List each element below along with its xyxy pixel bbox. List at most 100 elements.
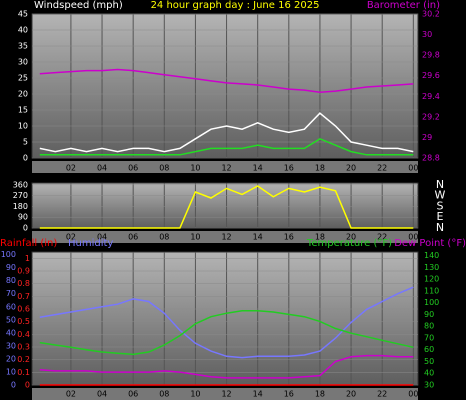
plot-area (31, 251, 419, 386)
y3-tick-label: 90 (6, 263, 16, 272)
y2-tick-label: N (436, 221, 444, 234)
series-line (39, 112, 414, 153)
legend-label: Rainfall (in) (0, 238, 57, 249)
y2-tick-label: 29.8 (422, 51, 440, 60)
y-tick-label: 30 (18, 58, 28, 67)
y-tick-label: 45 (18, 10, 28, 19)
x-tick-label: 16 (284, 233, 294, 242)
x-tick-label: 22 (377, 390, 387, 399)
y3-tick-label: 20 (6, 354, 16, 363)
y-tick-label: 0.2 (17, 355, 30, 364)
y-tick-label: 0.1 (17, 368, 30, 377)
y2-tick-label: 30.2 (422, 10, 440, 19)
x-tick-label: 04 (97, 164, 107, 173)
x-tick-label: 06 (128, 164, 138, 173)
series-line (39, 286, 414, 359)
x-tick-label: 02 (66, 164, 76, 173)
y3-tick-label: 60 (6, 302, 16, 311)
x-label-strip (32, 161, 418, 173)
chart-title: 24 hour graph day : June 16 2025 (151, 0, 320, 11)
y-tick-label: 270 (13, 191, 28, 200)
series-line (39, 68, 414, 93)
y-tick-label: 360 (13, 180, 28, 189)
x-tick-label: 12 (221, 233, 231, 242)
series-line (39, 310, 414, 356)
y-tick-label: 0.3 (17, 343, 30, 352)
y-tick-label: 0.7 (17, 292, 30, 301)
y2-tick-label: N (436, 178, 444, 191)
y-tick-label: 35 (18, 42, 28, 51)
y2-tick-label: E (437, 210, 444, 223)
x-tick-label: 18 (315, 164, 325, 173)
y3-tick-label: 50 (6, 315, 16, 324)
x-tick-label: 12 (221, 390, 231, 399)
y3-tick-label: 10 (6, 367, 16, 376)
y3-tick-label: 30 (6, 341, 16, 350)
y2-tick-label: 80 (424, 322, 434, 331)
x-tick-label: 08 (159, 233, 169, 242)
series-line (39, 185, 414, 229)
plot-area (31, 182, 419, 229)
x-tick-label: 22 (377, 233, 387, 242)
y2-tick-label: 30 (424, 381, 434, 390)
x-tick-label: 14 (253, 164, 263, 173)
x-tick-label: 20 (346, 390, 356, 399)
y-tick-label: 5 (23, 138, 28, 147)
y2-tick-label: 120 (424, 275, 439, 284)
x-tick-label: 16 (284, 164, 294, 173)
y2-tick-label: W (435, 189, 446, 202)
y-axis-label: Windspeed (mph) (34, 0, 123, 11)
y3-tick-label: 40 (6, 328, 16, 337)
x-tick-label: 18 (315, 390, 325, 399)
x-label-strip (32, 231, 418, 243)
x-tick-label: 02 (66, 233, 76, 242)
y-tick-label: 0.8 (17, 279, 30, 288)
y3-tick-label: 70 (6, 289, 16, 298)
x-tick-label: 10 (190, 390, 200, 399)
x-tick-label: 08 (159, 164, 169, 173)
y2-tick-label: 28.8 (422, 154, 440, 163)
x-tick-label: 16 (284, 390, 294, 399)
y3-tick-label: 0 (11, 381, 16, 390)
x-tick-label: 14 (253, 390, 263, 399)
y2-tick-label: 29 (422, 133, 432, 142)
y-tick-label: 0.6 (17, 305, 30, 314)
series-line (39, 137, 414, 156)
legend-label: Dew Point (°F) (394, 238, 466, 249)
x-tick-label: 00 (408, 233, 418, 242)
x-tick-label: 08 (159, 390, 169, 399)
x-tick-label: 06 (128, 233, 138, 242)
plot-area (31, 13, 419, 159)
y-tick-label: 20 (18, 90, 28, 99)
y-tick-label: 0 (23, 224, 28, 233)
legend-label: Temperature (°F) (306, 238, 392, 249)
y2-tick-label: 60 (424, 345, 434, 354)
y2-tick-label: 30 (422, 30, 432, 39)
y2-tick-label: 29.2 (422, 112, 440, 121)
x-tick-label: 12 (221, 164, 231, 173)
x-tick-label: 04 (97, 233, 107, 242)
x-label-strip (32, 388, 418, 400)
x-tick-label: 00 (408, 390, 418, 399)
x-tick-label: 10 (190, 164, 200, 173)
x-tick-label: 18 (315, 233, 325, 242)
y-tick-label: 15 (18, 106, 28, 115)
y-tick-label: 180 (13, 202, 28, 211)
y2-tick-label: 90 (424, 310, 434, 319)
legend-label: Humidity (68, 238, 113, 249)
y2-tick-label: 100 (424, 298, 439, 307)
y-tick-label: 0.4 (17, 330, 30, 339)
x-tick-label: 22 (377, 164, 387, 173)
y2-tick-label: 140 (424, 251, 439, 260)
y-tick-label: 90 (18, 213, 28, 222)
y-tick-label: 0.5 (17, 317, 30, 326)
series-line (39, 354, 414, 379)
y-tick-label: 0.9 (17, 267, 30, 276)
x-tick-label: 14 (253, 233, 263, 242)
x-tick-label: 06 (128, 390, 138, 399)
x-tick-label: 20 (346, 233, 356, 242)
y-tick-label: 25 (18, 74, 28, 83)
x-tick-label: 10 (190, 233, 200, 242)
y2-axis-label: Barometer (in) (367, 0, 440, 11)
